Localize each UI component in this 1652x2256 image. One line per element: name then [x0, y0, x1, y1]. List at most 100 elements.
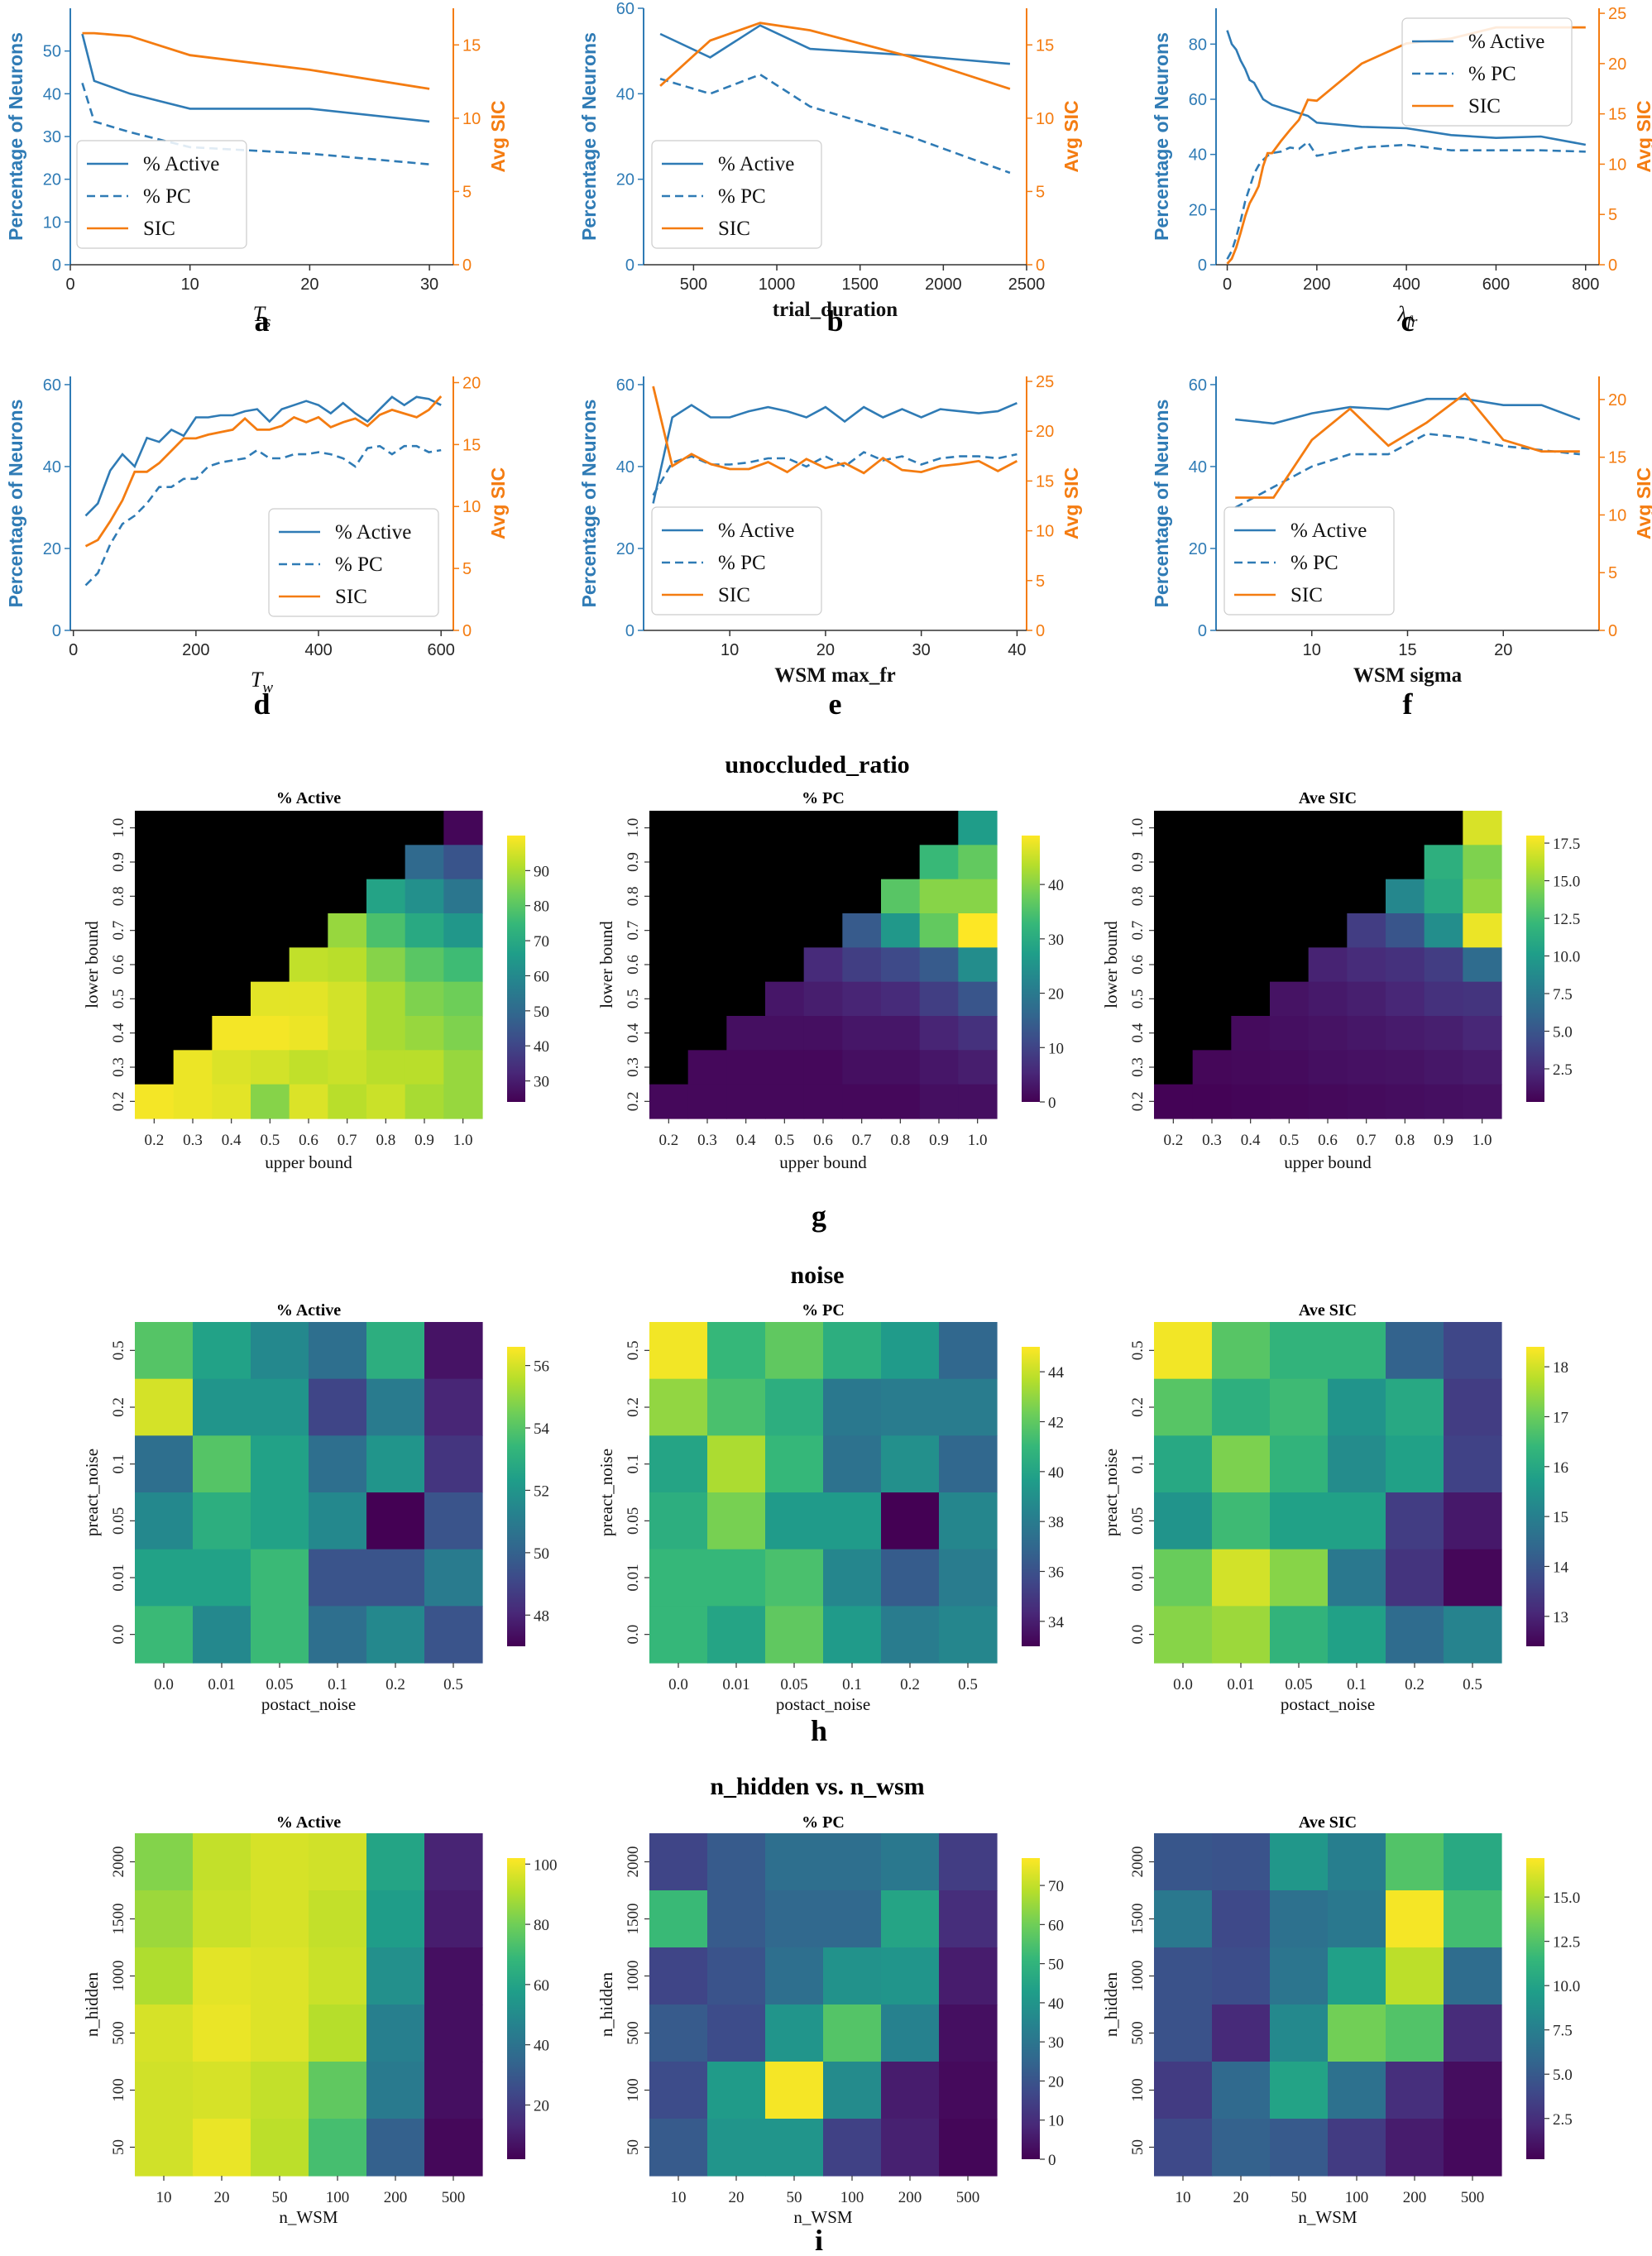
heatmap-cell-masked [726, 913, 766, 948]
heatmap-cell-masked [687, 811, 727, 845]
heatmap-cell-masked [289, 845, 328, 880]
heatmap-cell [823, 1890, 882, 1948]
heatmap-cell-masked [1231, 947, 1271, 983]
heatmap-cell [1154, 1890, 1213, 1948]
y-tick-label: 1.0 [1129, 818, 1147, 838]
heatmap-cell [707, 1947, 766, 2005]
heatmap-cell [1154, 1947, 1213, 2005]
heatmap-cell-masked [1154, 947, 1194, 983]
x-tick-label: 0.2 [900, 1676, 920, 1693]
heatmap-cell [1444, 1890, 1502, 1948]
heatmap-cell [939, 1890, 998, 1948]
heatmap-cell [366, 1492, 425, 1550]
heatmap-cell-masked [803, 913, 843, 948]
y-right-tick-label: 0 [1608, 622, 1617, 640]
section-title: unoccluded_ratio [725, 751, 909, 778]
heatmap-title: % Active [276, 789, 341, 807]
y-tick-label: 0.2 [1129, 1397, 1147, 1417]
heatmap-cell [405, 1084, 444, 1119]
y-right-label: Avg SIC [487, 100, 509, 172]
heatmap-cell [1386, 1606, 1444, 1664]
y-left-tick-label: 40 [616, 85, 634, 103]
x-axis-label: n_WSM [793, 2207, 853, 2227]
y-tick-label: 0.8 [110, 886, 127, 906]
series-sic-line [652, 386, 1018, 475]
heatmap-cell [1270, 1050, 1310, 1085]
heatmap-cell-masked [1154, 811, 1194, 845]
heatmap-cell [823, 1492, 882, 1550]
heatmap-cell [1463, 1016, 1502, 1051]
y-tick-label: 0.3 [110, 1057, 127, 1077]
legend-box [1401, 17, 1573, 127]
heatmap-cell [881, 1378, 940, 1436]
x-axis-label: postact_noise [1281, 1694, 1375, 1714]
x-tick-label: 100 [326, 2189, 350, 2206]
heatmap-cell [726, 1016, 766, 1051]
heatmap-cell [1386, 913, 1425, 948]
heatmap-cell-masked [212, 981, 251, 1017]
x-tick-label: 0.2 [1163, 1132, 1183, 1149]
x-tick-label: 500 [442, 2189, 466, 2206]
heatmap-cell-masked [251, 913, 290, 948]
heatmap-cell-masked [1192, 947, 1232, 983]
x-tick-label: 20 [300, 275, 318, 294]
heatmap-cell [328, 913, 367, 948]
heatmap-cell [424, 1435, 483, 1493]
x-tick-label: 0.5 [774, 1132, 794, 1149]
heatmap-cell [443, 913, 483, 948]
heatmap-cell [1463, 947, 1502, 983]
heatmap-cell [765, 1549, 824, 1607]
y-tick-label: 0.6 [625, 955, 642, 975]
y-tick-label: 0.4 [110, 1023, 127, 1042]
heatmap-cell [939, 1833, 998, 1891]
heatmap-cell [687, 1050, 727, 1085]
heatmap-cell [405, 981, 444, 1017]
heatmap-cell-masked [1192, 913, 1232, 948]
series-active-line [84, 395, 442, 517]
heatmap-cell-masked [649, 811, 689, 845]
y-tick-label: 0.9 [625, 852, 642, 872]
x-tick-label: 1.0 [1472, 1132, 1492, 1149]
colorbar-tick-label: 2.5 [1553, 1061, 1573, 1079]
x-tick-label: 50 [1291, 2189, 1307, 2206]
x-tick-label: 400 [304, 641, 332, 659]
heatmap-cell-masked [1270, 947, 1310, 983]
y-tick-label: 2000 [110, 1846, 127, 1878]
heatmap-cell [1347, 913, 1386, 948]
x-axis-label: n_WSM [1298, 2207, 1358, 2227]
heatmap-cell [1212, 2005, 1271, 2062]
heatmap-cell [1328, 2119, 1386, 2177]
heatmap-cell [366, 1435, 425, 1493]
legend-label: % Active [143, 153, 219, 175]
colorbar-tick-label: 50 [534, 1545, 549, 1563]
colorbar-tick-label: 30 [534, 1074, 549, 1091]
heatmap-ave-sic: Ave SIC 0.2 0.3 0.4 0.5 0.6 0.7 0.8 0.9 1.0 1.0 0.9… [1101, 789, 1580, 1172]
x-axis-label: postact_noise [776, 1694, 870, 1714]
heatmap-cell [1154, 1322, 1213, 1380]
heatmap-cell [1386, 1016, 1425, 1051]
y-tick-label: 0.5 [1129, 989, 1147, 1008]
heatmap-cell [251, 1890, 309, 1948]
x-tick-label: 0 [69, 641, 78, 659]
colorbar-tick-label: 40 [534, 1038, 549, 1056]
x-tick-label: 0.01 [1227, 1676, 1254, 1693]
heatmap-cell-masked [1192, 845, 1232, 880]
y-left-tick-label: 60 [616, 376, 634, 395]
heatmap-cell [1328, 1606, 1386, 1664]
heatmap-cell [823, 2062, 882, 2119]
heatmap-cell-masked [135, 811, 175, 845]
legend-box [651, 506, 822, 615]
heatmap-cell [958, 811, 998, 845]
heatmap-cell-masked [251, 845, 290, 880]
y-tick-label: 0.2 [625, 1091, 642, 1111]
y-axis-label: lower bound [82, 921, 102, 1008]
y-left-label: Percentage of Neurons [1151, 400, 1172, 608]
x-tick-label: 0.5 [260, 1132, 280, 1149]
heatmap-title: % PC [802, 789, 845, 807]
heatmap-cell [1444, 1606, 1502, 1664]
heatmap-cell [309, 1947, 367, 2005]
x-tick-label: 0.3 [1202, 1132, 1222, 1149]
heatmap-pc: % PC 0.2 0.3 0.4 0.5 0.6 0.7 0.8 0.9 1.0 1.0 0.9 0.8… [596, 789, 1064, 1172]
heatmap-cell-masked [687, 913, 727, 948]
y-tick-label: 0.1 [625, 1454, 642, 1474]
